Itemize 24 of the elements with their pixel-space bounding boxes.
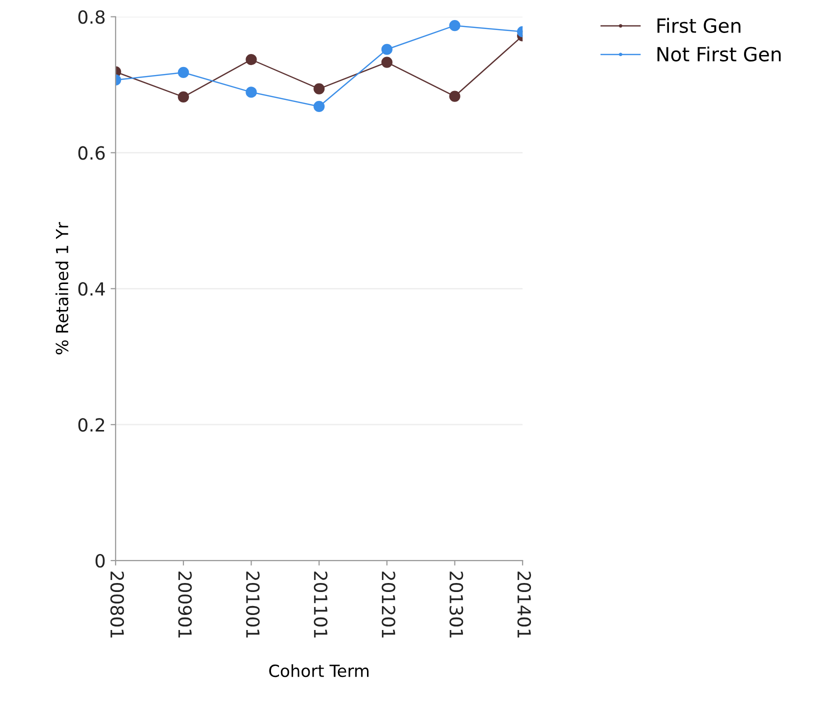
y-tick-label: 0 [96, 554, 105, 568]
point [246, 54, 257, 66]
x-tick-label: 201101 [314, 572, 328, 638]
x-tick-label: 200901 [178, 572, 192, 638]
legend-label: Not First Gen [657, 46, 781, 62]
y-tick-label: 0.8 [78, 10, 105, 24]
point [246, 86, 257, 98]
point [381, 56, 392, 68]
point [314, 100, 325, 112]
point [449, 20, 460, 32]
point [381, 44, 392, 55]
x-tick-label: 200801 [110, 572, 124, 638]
x-tick-label: 201001 [246, 572, 260, 638]
point [449, 90, 460, 102]
legend-label: First Gen [657, 18, 740, 33]
y-tick-label: 0.6 [78, 146, 105, 160]
y-tick-label: 0.2 [78, 418, 104, 432]
x-axis-title: Cohort Term [269, 664, 369, 678]
x-tick-label: 201201 [382, 572, 396, 638]
y-tick-label: 0.4 [78, 282, 105, 296]
x-tick-label: 201301 [450, 572, 464, 638]
point [314, 83, 325, 94]
y-axis-title: % Retained 1 Yr [55, 222, 68, 354]
x-tick-label: 201401 [517, 572, 532, 638]
